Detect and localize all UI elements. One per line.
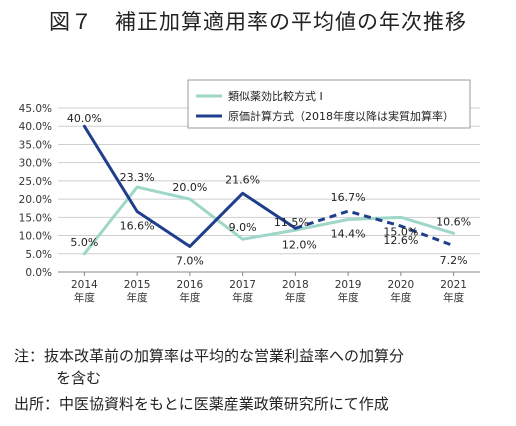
y-tick-label: 5.0% bbox=[25, 249, 52, 261]
x-tick-label: 2014 bbox=[71, 279, 98, 291]
x-tick-label-unit: 年度 bbox=[443, 291, 464, 304]
source-note: 出所：中医協資料をもとに医薬産業政策研究所にて作成 bbox=[14, 395, 389, 413]
data-label: 23.3% bbox=[120, 171, 155, 184]
legend: 類似薬効比較方式 I 原価計算方式（2018年度以降は実質加算率） bbox=[187, 79, 471, 129]
data-label: 5.0% bbox=[70, 236, 98, 249]
x-tick-label-unit: 年度 bbox=[232, 291, 253, 304]
x-tick-label: 2017 bbox=[229, 279, 256, 291]
x-tick-label: 2021 bbox=[440, 279, 467, 291]
data-label: 14.4% bbox=[331, 228, 366, 241]
data-label: 12.6% bbox=[383, 234, 418, 247]
x-tick-label-unit: 年度 bbox=[338, 291, 359, 304]
y-tick-label: 20.0% bbox=[19, 194, 52, 206]
x-tick-label: 2018 bbox=[282, 279, 309, 291]
x-tick-label-unit: 年度 bbox=[390, 291, 411, 304]
y-tick-label: 40.0% bbox=[19, 121, 52, 133]
y-tick-label: 35.0% bbox=[19, 139, 52, 151]
data-label: 16.7% bbox=[331, 191, 366, 204]
x-tick-label-unit: 年度 bbox=[127, 291, 148, 304]
series-line-2-dashed bbox=[294, 209, 455, 248]
x-tick-label-unit: 年度 bbox=[179, 291, 200, 304]
data-label: 40.0% bbox=[67, 112, 102, 125]
legend-label-1: 類似薬効比較方式 I bbox=[228, 89, 323, 103]
y-tick-label: 45.0% bbox=[19, 103, 52, 115]
line-chart: 0.0% 5.0% 10.0% 15.0% 20.0% 25.0% 30.0% 35.0% 40… bbox=[19, 79, 480, 304]
series-lines bbox=[82, 124, 456, 256]
x-tick-label: 2016 bbox=[177, 279, 204, 291]
data-label: 10.6% bbox=[436, 215, 471, 228]
x-tick-label: 2020 bbox=[388, 279, 415, 291]
x-tick-label: 2015 bbox=[124, 279, 151, 291]
data-label: 12.0% bbox=[282, 238, 317, 251]
data-label: 16.6% bbox=[120, 220, 155, 233]
y-tick-label: 25.0% bbox=[19, 176, 52, 188]
y-axis-ticks: 0.0% 5.0% 10.0% 15.0% 20.0% 25.0% 30.0% 35.0% 40… bbox=[19, 103, 52, 279]
legend-label-2: 原価計算方式（2018年度以降は実質加算率） bbox=[228, 109, 454, 123]
data-label: 20.0% bbox=[172, 181, 207, 194]
data-label: 11.5% bbox=[274, 216, 309, 229]
data-labels: 5.0% 23.3% 20.0% 9.0% 11.5% 14.4% 15.0% 10.6% 40… bbox=[67, 112, 471, 267]
y-tick-label: 10.0% bbox=[19, 231, 52, 243]
data-label: 9.0% bbox=[229, 221, 257, 234]
legend-box bbox=[187, 79, 471, 129]
data-label: 15.0% bbox=[383, 225, 418, 238]
series-line-2 bbox=[82, 124, 297, 248]
data-label: 7.0% bbox=[176, 254, 204, 267]
x-tick-label-unit: 年度 bbox=[285, 291, 306, 304]
y-tick-label: 0.0% bbox=[25, 267, 52, 279]
x-tick-label-unit: 年度 bbox=[74, 291, 95, 304]
x-tick-label: 2019 bbox=[335, 279, 362, 291]
footnote-line-1: 注：抜本改革前の加算率は平均的な営業利益率への加算分 bbox=[14, 347, 405, 365]
data-label: 7.2% bbox=[440, 254, 468, 267]
chart-title: 図７ 補正加算適用率の平均値の年次推移 bbox=[49, 10, 467, 34]
y-tick-label: 15.0% bbox=[19, 212, 52, 224]
footnote-line-2: を含む bbox=[56, 369, 102, 387]
x-axis-ticks: 2014年度2015年度2016年度2017年度2018年度2019年度2020… bbox=[71, 272, 467, 304]
series-line-1 bbox=[82, 185, 456, 256]
y-tick-label: 30.0% bbox=[19, 158, 52, 170]
data-label: 21.6% bbox=[225, 173, 260, 186]
grid-lines bbox=[58, 107, 480, 273]
